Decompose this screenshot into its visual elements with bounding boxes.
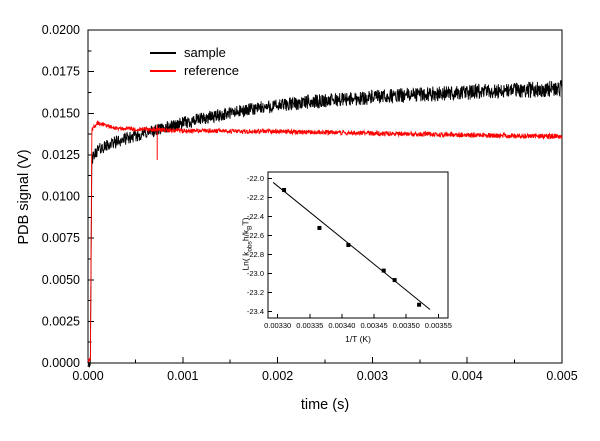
inset-y-axis-title: Ln( kobsh/kBT)	[240, 217, 254, 271]
inset-data-point	[346, 243, 351, 247]
x-tick-label: 0.000	[72, 369, 103, 383]
inset-x-tick-label: 0.00350	[393, 321, 420, 330]
inset-data-point	[381, 268, 386, 273]
inset-y-tick-label: -22.8	[247, 250, 264, 259]
y-tick-label: 0.0150	[42, 106, 80, 120]
inset-y-tick-label: -22.6	[247, 231, 264, 240]
inset-y-tick-label: -23.0	[247, 269, 264, 278]
legend: sample reference	[150, 44, 239, 80]
legend-label-reference: reference	[184, 63, 239, 78]
reference-line-swatch	[150, 70, 176, 72]
main-plot: 0.000 0.001 0.002 0.003 0.004 0.005 0.0000 0.00…	[42, 23, 578, 383]
legend-label-sample: sample	[184, 45, 226, 60]
inset-x-tick-label: 0.00340	[328, 321, 355, 330]
y-tick-label: 0.0100	[42, 190, 80, 204]
inset-data-point	[417, 302, 422, 307]
inset-data-point	[392, 278, 397, 283]
main-x-axis-title: time (s)	[300, 397, 350, 413]
inset-x-tick-label: 0.00355	[425, 321, 452, 330]
y-tick-label: 0.0025	[42, 314, 80, 328]
inset-y-tick-label: -23.4	[247, 307, 264, 316]
inset-fit-line	[272, 182, 431, 310]
y-tick-label: 0.0050	[42, 273, 80, 287]
x-tick-label: 0.004	[452, 369, 483, 383]
inset-y-tick-label: -22.4	[247, 212, 264, 221]
inset-y-tick-label: -23.2	[247, 288, 264, 297]
inset-x-tick-label: 0.00330	[264, 321, 291, 330]
inset-data-point	[282, 188, 287, 193]
series-sample-path	[87, 80, 563, 368]
y-tick-label: 0.0125	[42, 148, 80, 162]
inset-data-point	[317, 225, 322, 230]
x-tick-label: 0.005	[546, 369, 577, 383]
y-tick-label: 0.0075	[42, 231, 80, 245]
x-tick-label: 0.001	[167, 369, 198, 383]
inset-y-tick-label: -22.0	[247, 174, 264, 183]
inset-y-tick-label: -22.2	[247, 193, 264, 202]
x-tick-label: 0.003	[357, 369, 388, 383]
inset-x-tick-label: 0.00345	[361, 321, 388, 330]
inset-plot: 0.00330 0.00335 0.00340 0.00345 0.00350 0.003…	[247, 171, 452, 330]
y-tick-label: 0.0000	[42, 356, 80, 370]
y-tick-label: 0.0200	[42, 23, 80, 37]
x-tick-label: 0.002	[262, 369, 293, 383]
main-y-axis-title: PDB signal (V)	[16, 149, 32, 245]
inset-x-tick-label: 0.00335	[296, 321, 323, 330]
series-reference-path	[87, 120, 563, 362]
inset-x-axis-title: 1/T (K)	[345, 334, 371, 344]
sample-line-swatch	[150, 52, 176, 54]
inset-axes-box	[267, 171, 449, 319]
legend-item-sample: sample	[150, 44, 239, 62]
y-tick-label: 0.0175	[42, 65, 80, 79]
legend-item-reference: reference	[150, 62, 239, 80]
